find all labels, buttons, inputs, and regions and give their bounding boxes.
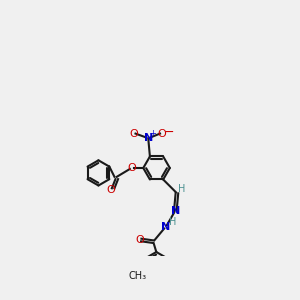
Text: O: O: [106, 185, 115, 195]
Text: O: O: [128, 163, 136, 173]
Text: N: N: [171, 206, 180, 216]
Text: H: H: [169, 217, 176, 227]
Text: −: −: [163, 125, 174, 139]
Text: CH₃: CH₃: [129, 271, 147, 281]
Text: +: +: [149, 129, 156, 138]
Text: N: N: [161, 222, 170, 232]
Text: O: O: [135, 235, 144, 245]
Text: O: O: [158, 129, 166, 139]
Text: O: O: [129, 129, 138, 139]
Text: H: H: [178, 184, 185, 194]
Text: N: N: [144, 134, 153, 143]
